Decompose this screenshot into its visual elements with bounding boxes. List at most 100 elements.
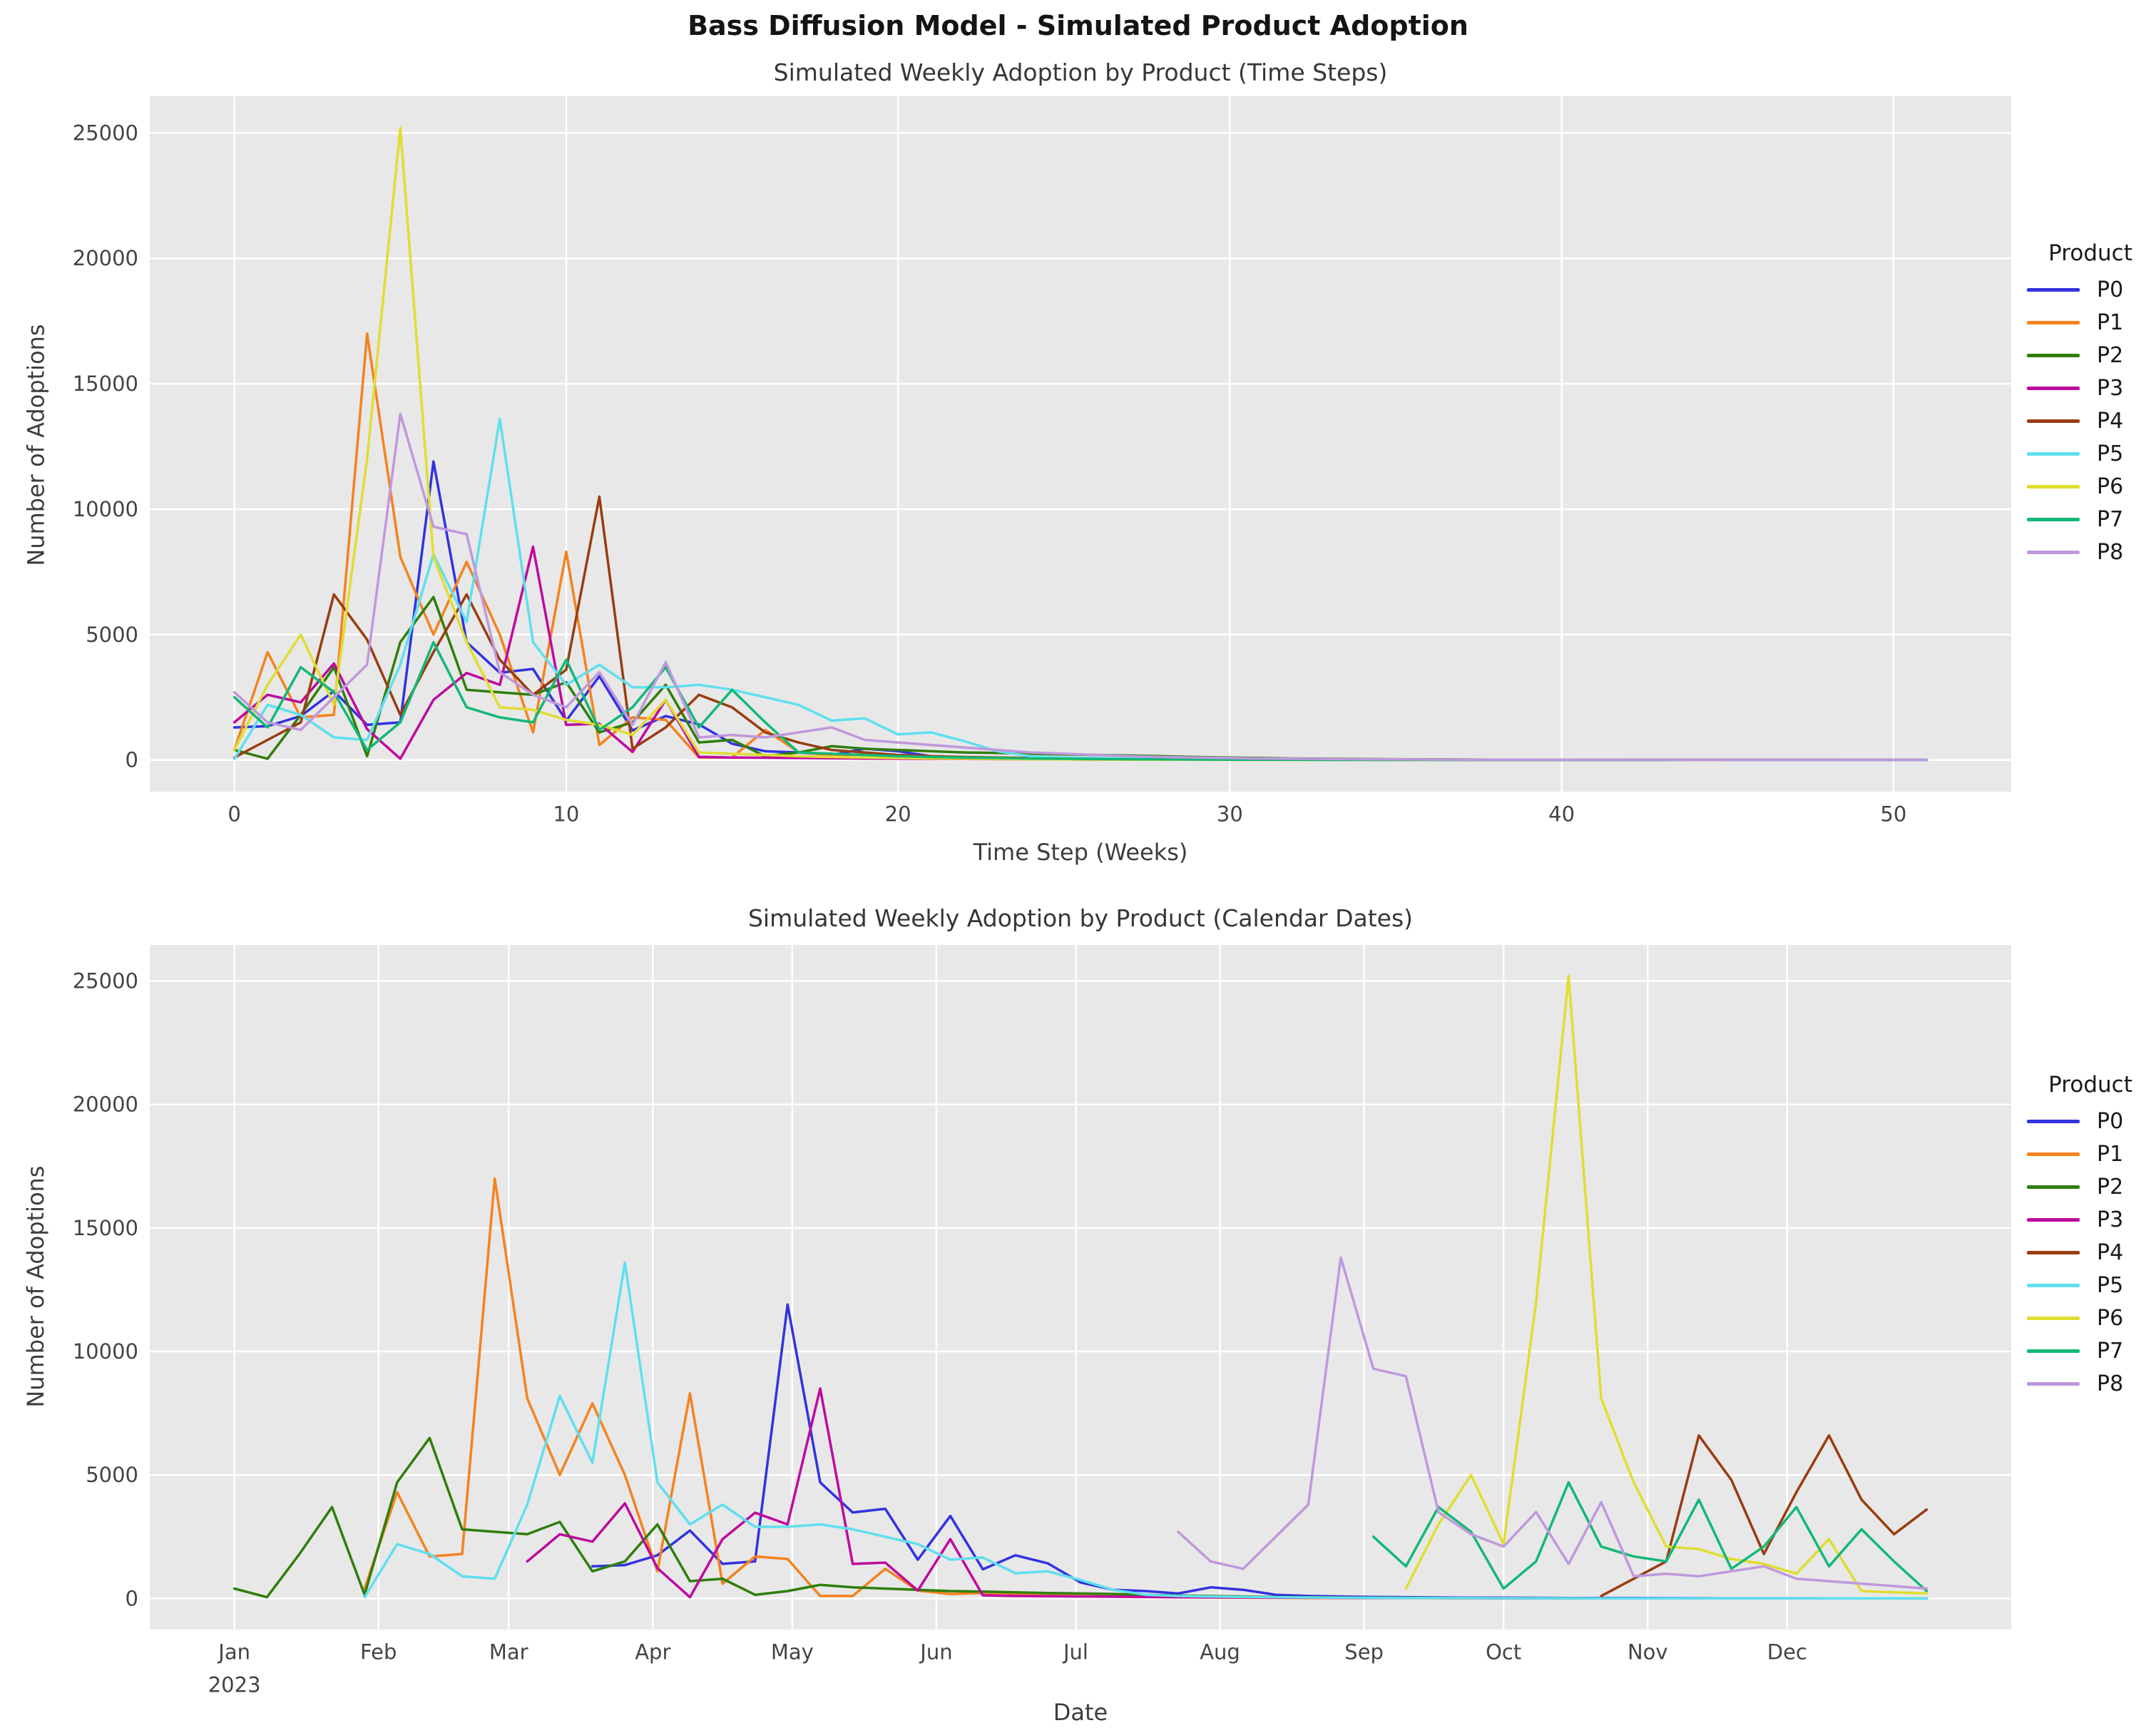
legend-label-P7: P7: [2097, 1338, 2124, 1364]
legend-swatch-P3: [2027, 1217, 2080, 1222]
y-tick-label: 25000: [73, 121, 138, 145]
legend-label-P2: P2: [2097, 1174, 2124, 1200]
x-tick-label: Jan: [217, 1640, 250, 1665]
legend-calendar-dates: Product P0 P1 P2 P3 P4 P5 P6 P7 P8: [2027, 1072, 2154, 1400]
legend-title: Product: [2048, 240, 2132, 266]
chart2-title: Simulated Weekly Adoption by Product (Ca…: [747, 904, 1414, 932]
legend-item-P5: P5: [2027, 437, 2154, 470]
legend-label-P3: P3: [2097, 1207, 2124, 1232]
legend-swatch-P6: [2027, 1316, 2080, 1320]
x-tick-label: Mar: [489, 1640, 528, 1665]
legend-label-P5: P5: [2097, 1272, 2124, 1298]
legend-swatch-P6: [2027, 484, 2080, 489]
legend-label-P8: P8: [2097, 539, 2124, 565]
legend-label-P4: P4: [2097, 408, 2124, 434]
legend-item-P3: P3: [2027, 372, 2154, 404]
y-tick-label: 10000: [73, 497, 138, 521]
y-tick-label: 0: [126, 748, 138, 772]
legend-item-P0: P0: [2027, 1105, 2154, 1137]
legend-item-P0: P0: [2027, 273, 2154, 306]
x-tick-label: Aug: [1200, 1640, 1240, 1665]
legend-label-P0: P0: [2097, 1108, 2124, 1134]
y-tick-label: 0: [126, 1586, 138, 1610]
y-tick-label: 10000: [73, 1339, 138, 1364]
y-tick-label: 15000: [73, 1216, 138, 1240]
series-line-P4: [1600, 1434, 1928, 1597]
legend-item-P8: P8: [2027, 1367, 2154, 1400]
legend-swatch-P7: [2027, 517, 2080, 521]
legend-swatch-P1: [2027, 320, 2080, 324]
y-tick-label: 20000: [73, 246, 138, 270]
x-tick-label: May: [771, 1640, 814, 1665]
legend-swatch-P7: [2027, 1349, 2080, 1353]
x-tick-year-label: 2023: [208, 1673, 261, 1697]
legend-swatch-P3: [2027, 386, 2080, 390]
legend-swatch-P2: [2027, 353, 2080, 357]
x-tick-label: 30: [1217, 802, 1243, 827]
x-tick-label: 20: [885, 802, 911, 827]
legend-label-P2: P2: [2097, 342, 2124, 368]
legend-title: Product: [2048, 1072, 2132, 1098]
legend-swatch-P4: [2027, 1250, 2080, 1254]
legend-label-P0: P0: [2097, 277, 2124, 302]
legend-swatch-P8: [2027, 550, 2080, 554]
x-tick-label: Apr: [635, 1640, 670, 1665]
legend-item-P4: P4: [2027, 1236, 2154, 1269]
legend-label-P5: P5: [2097, 441, 2124, 466]
figure-title: Bass Diffusion Model - Simulated Product…: [688, 10, 1468, 41]
y-tick-label: 15000: [73, 372, 138, 396]
x-tick-label: Oct: [1486, 1640, 1521, 1665]
legend-label-P4: P4: [2097, 1239, 2124, 1265]
legend-swatch-P5: [2027, 1283, 2080, 1287]
y-tick-label: 20000: [73, 1093, 138, 1117]
legend-label-P6: P6: [2097, 1305, 2124, 1331]
x-tick-label: Sep: [1344, 1640, 1384, 1665]
legend-item-P1: P1: [2027, 306, 2154, 339]
plot-background: [150, 945, 2011, 1630]
legend-label-P1: P1: [2097, 310, 2124, 335]
legend-item-P8: P8: [2027, 536, 2154, 568]
legend-item-P5: P5: [2027, 1269, 2154, 1302]
legend-label-P1: P1: [2097, 1141, 2124, 1167]
series-line-P7: [1371, 1481, 1928, 1592]
legend-item-P6: P6: [2027, 1302, 2154, 1334]
x-tick-label: Dec: [1767, 1640, 1807, 1665]
x-tick-label: Feb: [360, 1640, 397, 1665]
legend-item-P7: P7: [2027, 503, 2154, 536]
y-tick-label: 25000: [73, 969, 138, 993]
x-tick-label: 40: [1548, 802, 1575, 827]
legend-item-P3: P3: [2027, 1203, 2154, 1236]
legend-swatch-P8: [2027, 1381, 2080, 1386]
legend-label-P7: P7: [2097, 506, 2124, 532]
legend-swatch-P0: [2027, 1119, 2080, 1123]
legend-swatch-P5: [2027, 451, 2080, 456]
x-tick-label: 50: [1880, 802, 1906, 827]
legend-swatch-P1: [2027, 1152, 2080, 1156]
series-line-P8: [233, 412, 1928, 762]
x-tick-label: Nov: [1628, 1640, 1668, 1665]
y-tick-label: 5000: [86, 1463, 138, 1487]
legend-item-P1: P1: [2027, 1137, 2154, 1170]
y-tick-label: 5000: [86, 623, 138, 647]
chart1-xlabel: Time Step (Weeks): [973, 839, 1188, 866]
x-tick-label: 0: [228, 802, 240, 827]
legend-item-P7: P7: [2027, 1334, 2154, 1367]
x-tick-label: 10: [553, 802, 579, 827]
legend-label-P6: P6: [2097, 474, 2124, 499]
series-line-P6: [1404, 974, 1928, 1595]
x-tick-label: Jun: [919, 1640, 952, 1665]
legend-swatch-P0: [2027, 287, 2080, 292]
legend-label-P8: P8: [2097, 1371, 2124, 1396]
legend-item-P2: P2: [2027, 339, 2154, 372]
x-tick-label: Jul: [1062, 1640, 1088, 1665]
plot-background: [150, 96, 2011, 792]
legend-swatch-P4: [2027, 419, 2080, 423]
legend-item-P2: P2: [2027, 1170, 2154, 1203]
legend-label-P3: P3: [2097, 375, 2124, 401]
legend-item-P6: P6: [2027, 470, 2154, 503]
chart1-title: Simulated Weekly Adoption by Product (Ti…: [773, 58, 1388, 86]
series-line-P5: [363, 1261, 1928, 1600]
